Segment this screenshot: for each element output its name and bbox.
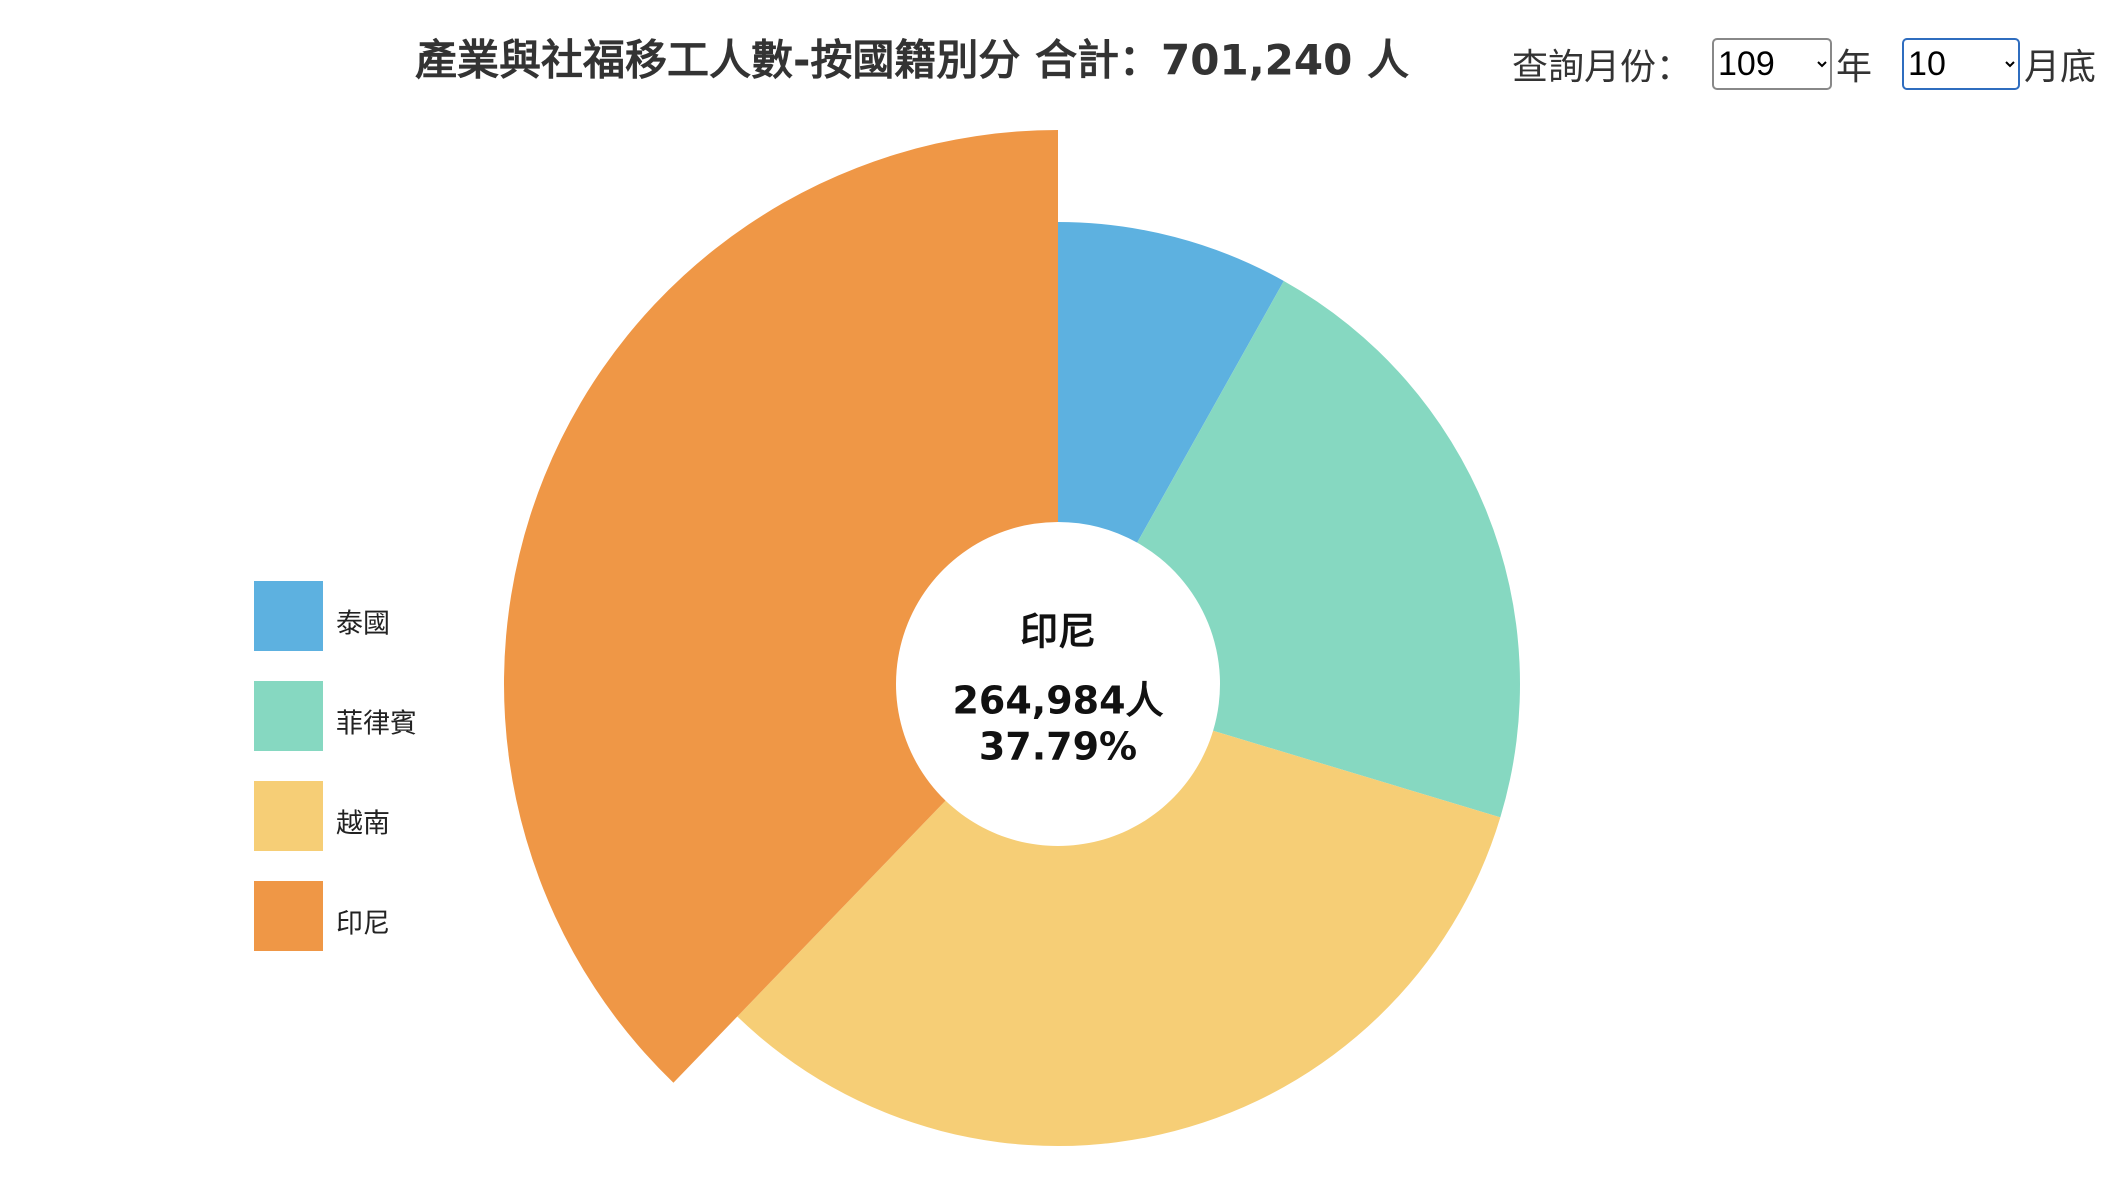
legend-label: 菲律賓 bbox=[336, 709, 417, 740]
legend-swatch bbox=[254, 881, 323, 951]
year-select[interactable]: 109 bbox=[1712, 38, 1833, 90]
legend-label: 泰國 bbox=[336, 609, 390, 640]
donut-slice bbox=[504, 130, 1058, 1083]
legend-swatch bbox=[254, 681, 323, 751]
chart-title: 產業與社福移工人數-按國籍別分 合計：701,240 人 bbox=[415, 36, 1409, 85]
center-value: 264,984人 bbox=[952, 679, 1163, 723]
query-label: 查詢月份： bbox=[1512, 47, 1693, 88]
year-unit: 年 bbox=[1836, 47, 1873, 88]
center-percent: 37.79% bbox=[979, 725, 1137, 769]
center-name: 印尼 bbox=[1020, 610, 1096, 654]
legend-label: 越南 bbox=[336, 809, 390, 840]
legend-swatch bbox=[254, 581, 323, 651]
donut-slice bbox=[1058, 222, 1284, 543]
query-controls: 查詢月份： 109 年 10 月底 bbox=[1512, 38, 2096, 90]
legend-label: 印尼 bbox=[336, 909, 390, 940]
donut-slice bbox=[737, 730, 1501, 1146]
donut-slice bbox=[1137, 280, 1520, 818]
month-select[interactable]: 10 bbox=[1902, 38, 2021, 90]
legend-swatch bbox=[254, 781, 323, 851]
month-unit: 月底 bbox=[2024, 47, 2097, 88]
